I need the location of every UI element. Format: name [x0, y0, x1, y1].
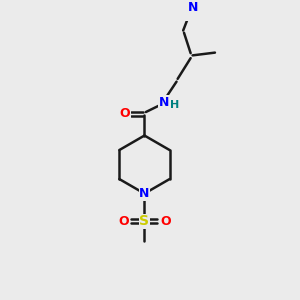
Text: N: N [139, 187, 150, 200]
Text: N: N [159, 96, 169, 109]
Text: O: O [120, 107, 130, 121]
Text: H: H [170, 100, 179, 110]
Text: O: O [118, 215, 128, 228]
Text: O: O [160, 215, 171, 228]
Text: S: S [140, 214, 149, 228]
Text: N: N [188, 1, 198, 13]
